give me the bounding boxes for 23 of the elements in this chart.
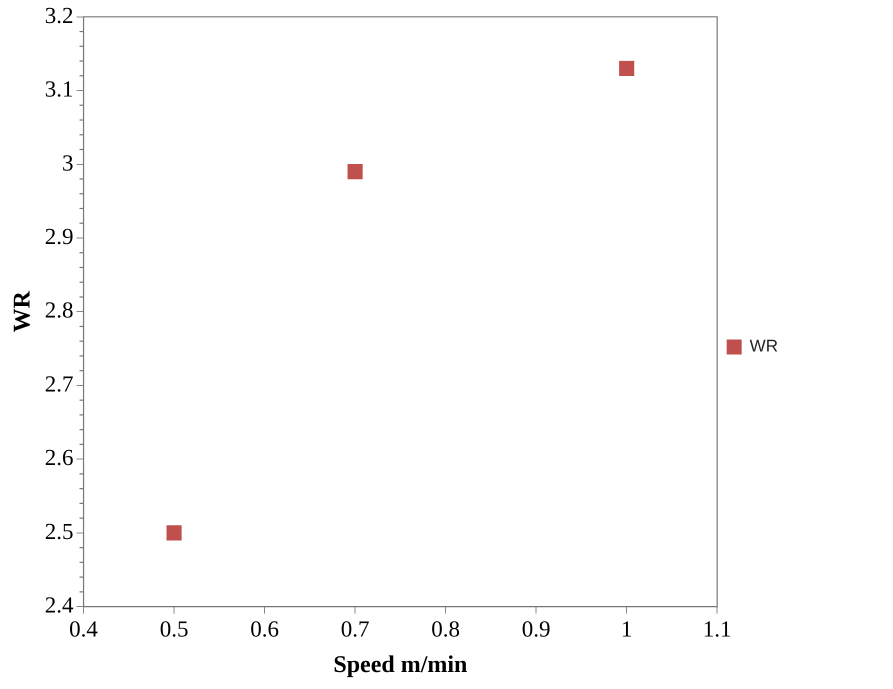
x-tick-label: 0.6 bbox=[250, 616, 279, 642]
point bbox=[348, 164, 363, 180]
point bbox=[619, 60, 634, 76]
y-tick-label: 3 bbox=[62, 150, 74, 176]
point bbox=[166, 525, 182, 540]
y-tick-label: 2.6 bbox=[44, 445, 74, 470]
x-tick-label: 1 bbox=[620, 616, 632, 642]
y-tick-label: 2.5 bbox=[44, 518, 74, 544]
y-tick-label: 3.2 bbox=[44, 2, 74, 28]
y-tick-label: 2.9 bbox=[44, 224, 74, 250]
x-axis-title: Speed m/min bbox=[333, 652, 468, 678]
legend-label: WR bbox=[750, 336, 778, 356]
x-tick-label: 0.8 bbox=[431, 616, 460, 642]
x-tick-label: 0.7 bbox=[340, 616, 370, 642]
y-tick-label: 3.1 bbox=[44, 76, 74, 102]
y-tick-label: 2.7 bbox=[44, 371, 74, 396]
x-tick-label: 0.4 bbox=[69, 616, 98, 642]
y-tick-label: 2.4 bbox=[44, 592, 74, 618]
x-tick-label: 1.1 bbox=[702, 616, 732, 642]
y-axis-title: WR bbox=[10, 290, 36, 332]
x-tick-label: 0.5 bbox=[160, 616, 188, 642]
y-tick-label: 2.8 bbox=[44, 298, 74, 323]
x-tick-label: 0.9 bbox=[522, 616, 551, 642]
